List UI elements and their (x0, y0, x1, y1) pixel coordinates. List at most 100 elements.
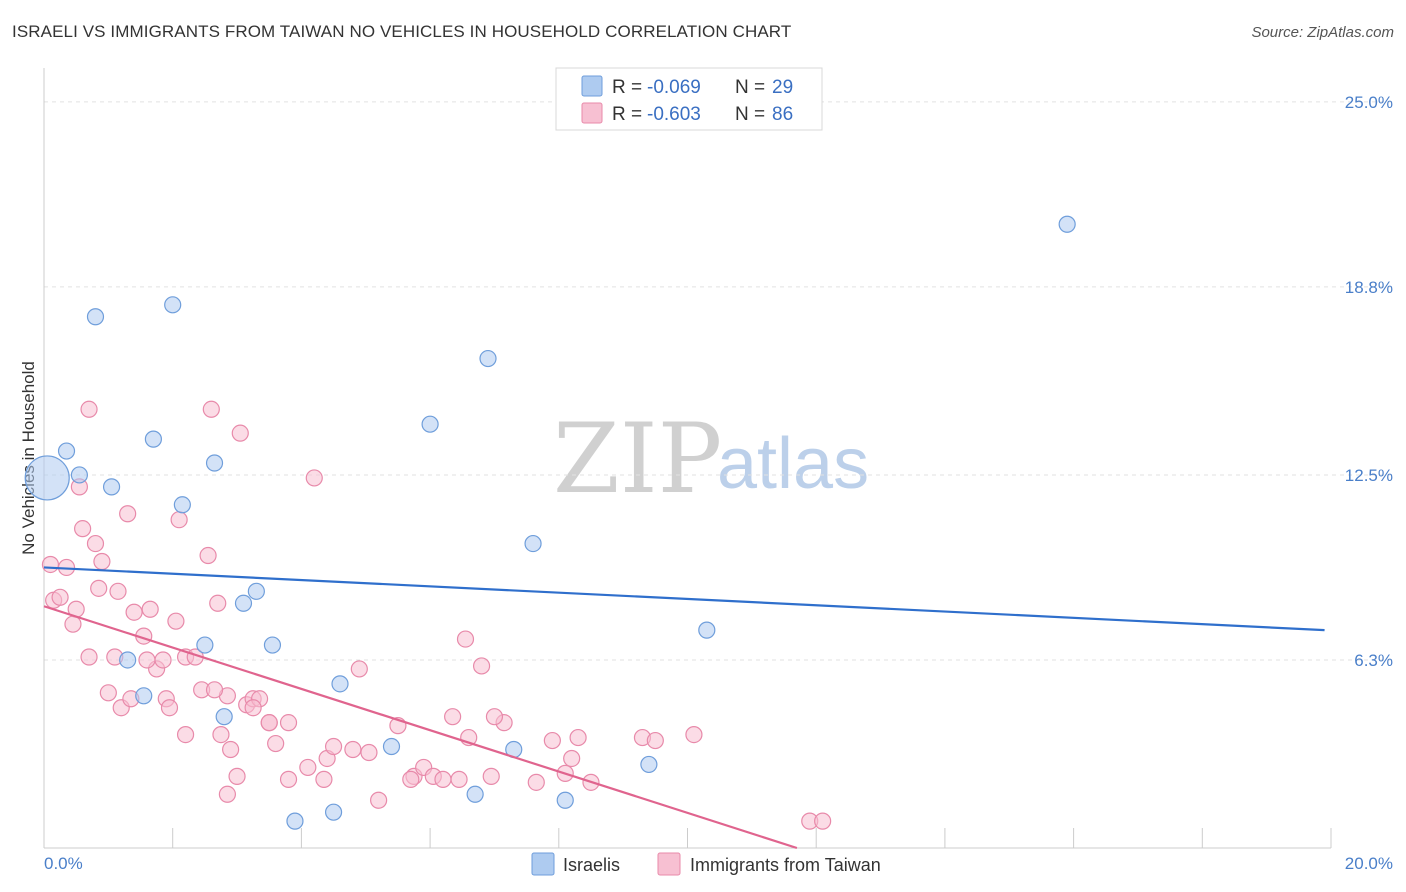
legend-n-value-israelis: 29 (772, 77, 793, 98)
legend-r-label-israelis: R = (612, 77, 642, 98)
taiwan-point (228, 767, 246, 785)
bottom-legend-swatch-israelis (531, 852, 555, 876)
taiwan-point (305, 469, 323, 487)
taiwan-point (299, 758, 317, 777)
israelis-point (247, 582, 265, 600)
taiwan-point (450, 770, 468, 788)
y-tick-label: 25.0% (1345, 93, 1393, 112)
israelis-point (144, 430, 162, 448)
taiwan-point (482, 767, 500, 785)
trend-lines (43, 566, 1325, 850)
taiwan-point (434, 770, 452, 788)
legend-r-value-taiwan: -0.603 (647, 104, 701, 125)
israelis-point (102, 478, 121, 496)
y-tick-label: 18.8% (1345, 278, 1393, 297)
taiwan-point (279, 714, 298, 732)
taiwan-point (563, 749, 581, 768)
legend-swatch-taiwan (581, 102, 603, 124)
legend-swatch-israelis (581, 75, 603, 97)
x-tick-labels: 0.0% 20.0% (44, 854, 1393, 873)
israelis-point (196, 636, 214, 654)
x-tick-label-max: 20.0% (1345, 854, 1393, 873)
israelis-point (1058, 215, 1076, 233)
legend-n-value-taiwan: 86 (772, 104, 793, 125)
israelis-point (205, 454, 224, 472)
taiwan-point (527, 773, 545, 791)
bottom-legend-label-israelis: Israelis (563, 855, 620, 875)
taiwan-point (231, 424, 249, 442)
taiwan-point (472, 657, 491, 675)
y-axis-title: No Vehicles in Household (19, 361, 38, 555)
israelis-point (466, 785, 484, 803)
israelis-point (263, 636, 282, 654)
taiwan-point (170, 511, 188, 529)
taiwan-point (222, 740, 240, 759)
israelis-point (479, 349, 497, 368)
taiwan-point (543, 731, 561, 750)
israelis-point (57, 442, 76, 460)
israelis-point (382, 737, 401, 756)
taiwan-trend-line (43, 605, 798, 850)
taiwan-point (90, 579, 108, 597)
israelis-point (556, 791, 574, 809)
israelis-point (640, 755, 658, 774)
israelis-point (331, 675, 349, 693)
taiwan-point (86, 534, 105, 553)
taiwan-point (444, 708, 462, 726)
taiwan-point (109, 582, 127, 600)
legend-n-label-israelis: N = (735, 77, 765, 98)
taiwan-point (244, 699, 262, 717)
taiwan-point (814, 812, 832, 830)
taiwan-point (209, 594, 227, 612)
taiwan-point (64, 615, 82, 633)
y-tick-label: 6.3% (1354, 651, 1393, 670)
taiwan-point (99, 684, 117, 702)
taiwan-point (267, 734, 285, 753)
taiwan-point (260, 714, 278, 732)
taiwan-point (119, 505, 137, 523)
taiwan-point (360, 743, 378, 762)
israelis-point (215, 708, 233, 726)
israelis-point (324, 803, 343, 821)
taiwan-point (199, 546, 217, 565)
taiwan-point (205, 681, 224, 699)
taiwan-point (685, 725, 703, 744)
taiwan-point (74, 520, 92, 538)
israelis-point (86, 308, 105, 326)
israelis-point (524, 534, 542, 553)
israelis-point (173, 496, 191, 514)
israelis-trend-line (43, 566, 1325, 632)
taiwan-point (485, 708, 504, 726)
taiwan-point (141, 600, 159, 618)
taiwan-point (80, 400, 98, 418)
gridlines (44, 101, 1392, 661)
taiwan-point (202, 400, 220, 418)
legend-n-label-taiwan: N = (735, 104, 765, 125)
taiwan-point (218, 785, 236, 803)
x-tick-label-min: 0.0% (44, 854, 83, 873)
israelis-point (234, 594, 253, 612)
taiwan-point (80, 648, 98, 666)
data-points (24, 215, 1076, 830)
watermark-atlas: atlas (717, 424, 869, 504)
israelis-point (698, 621, 716, 639)
taiwan-point (344, 740, 362, 759)
chart-title: ISRAELI VS IMMIGRANTS FROM TAIWAN NO VEH… (12, 22, 792, 41)
taiwan-point (456, 630, 475, 648)
taiwan-point (93, 552, 111, 571)
israelis-point (421, 415, 439, 433)
taiwan-point (167, 612, 185, 630)
israelis-point (164, 296, 182, 314)
series-legend: Israelis Immigrants from Taiwan (531, 852, 881, 876)
taiwan-point (138, 651, 156, 669)
taiwan-point (402, 770, 420, 788)
bottom-legend-label-taiwan: Immigrants from Taiwan (690, 855, 881, 875)
israelis-point (24, 455, 70, 501)
taiwan-point (315, 770, 333, 788)
bottom-legend-swatch-taiwan (657, 852, 681, 876)
israelis-point (70, 466, 88, 484)
taiwan-point (51, 588, 69, 606)
legend-r-label-taiwan: R = (612, 104, 642, 125)
israelis-point (286, 812, 304, 830)
